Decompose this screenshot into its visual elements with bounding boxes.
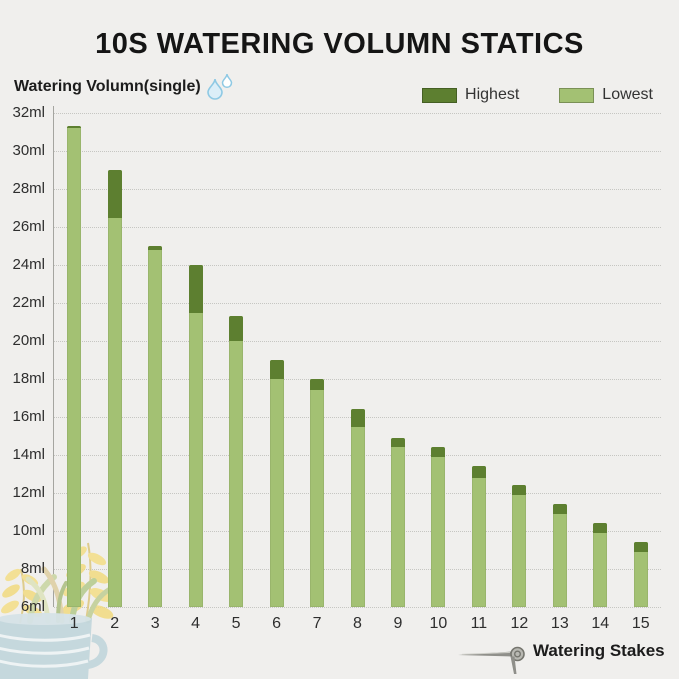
gridline: [54, 151, 661, 152]
watering-stake-icon: [458, 646, 525, 674]
y-axis-title-row: Watering Volumn(single): [14, 74, 235, 100]
x-tick-label: 8: [353, 615, 362, 632]
y-axis-line: [53, 106, 54, 607]
bar-stake-4: [188, 265, 203, 607]
bar-stake-10: [431, 447, 446, 607]
bar-stake-1: [67, 126, 82, 607]
y-tick-label: 30ml: [12, 142, 45, 159]
y-tick-label: 16ml: [12, 408, 45, 425]
bar-highest-segment: [310, 379, 325, 391]
y-tick-label: 18ml: [12, 370, 45, 387]
x-tick-label: 1: [69, 615, 79, 632]
bar-highest-segment: [552, 504, 567, 514]
x-tick-label: 2: [110, 615, 120, 632]
x-tick-label: 15: [631, 615, 650, 632]
bar-stake-8: [350, 409, 365, 607]
bar-stake-3: [148, 246, 163, 607]
y-tick-label: 10ml: [12, 522, 45, 539]
x-tick-label: 9: [393, 615, 403, 632]
bar-highest-segment: [633, 542, 648, 552]
bar-highest-segment: [390, 437, 405, 448]
gridline: [54, 607, 661, 608]
y-tick-label: 12ml: [12, 484, 45, 501]
legend-swatch: [559, 87, 595, 103]
x-tick-label: 10: [429, 615, 448, 632]
bar-stake-14: [593, 523, 608, 607]
y-tick-label: 14ml: [12, 446, 45, 463]
legend-swatch: [422, 87, 458, 103]
legend-item-lowest: Lowest: [559, 86, 653, 104]
x-tick-label: 11: [470, 615, 488, 632]
x-tick-label: 14: [591, 615, 610, 632]
y-tick-label: 20ml: [12, 332, 45, 349]
y-tick-label: 22ml: [12, 294, 45, 311]
bar-stake-11: [471, 466, 486, 607]
x-tick-label: 5: [231, 615, 241, 632]
gridline: [54, 113, 661, 114]
bar-highest-segment: [471, 466, 486, 478]
y-tick-label: 28ml: [12, 180, 45, 197]
legend-item-highest: Highest: [422, 86, 519, 104]
gridline: [54, 303, 661, 304]
y-tick-label: 24ml: [12, 256, 45, 273]
legend-label: Highest: [465, 86, 520, 103]
y-axis-title: Watering Volumn(single): [14, 78, 201, 95]
x-tick-label: 13: [550, 615, 569, 632]
water-droplet-icon: [206, 74, 232, 100]
gridline: [54, 227, 661, 228]
x-axis-title: Watering Stakes: [533, 641, 665, 660]
bar-highest-segment: [269, 360, 284, 379]
gridline: [54, 341, 661, 342]
y-tick-label: 6ml: [20, 598, 45, 615]
bar-stake-13: [552, 504, 567, 607]
bar-stake-15: [633, 542, 648, 607]
bar-highest-segment: [229, 316, 244, 341]
plot-area: 32ml 30ml 28ml 26ml 24ml 22ml 20ml 18ml 16ml 14ml…: [12, 104, 661, 632]
x-tick-label: 4: [191, 615, 201, 632]
bar-highest-segment: [188, 265, 203, 313]
gridline: [54, 265, 661, 266]
bar-highest-segment: [148, 246, 163, 250]
bar-stake-6: [269, 360, 284, 607]
bar-stake-2: [107, 170, 122, 607]
bar-stake-12: [512, 485, 527, 607]
x-tick-label: 7: [312, 615, 322, 632]
bar-stake-7: [310, 379, 325, 607]
gridline: [54, 189, 661, 190]
bar-highest-segment: [431, 447, 446, 457]
bar-highest-segment: [350, 409, 365, 427]
bar-highest-segment: [107, 170, 122, 218]
bar-stake-9: [390, 437, 405, 607]
bar-highest-segment: [512, 485, 527, 495]
x-tick-label: 6: [272, 615, 282, 632]
y-tick-label: 26ml: [12, 218, 45, 235]
bar-highest-segment: [593, 523, 608, 533]
y-tick-label: 8ml: [20, 560, 45, 577]
x-tick-label: 12: [510, 615, 529, 632]
y-tick-label: 32ml: [12, 104, 45, 121]
page-title: 10S WATERING VOLUMN STATICS: [95, 28, 584, 60]
bar-highest-segment: [67, 126, 82, 129]
gridline: [54, 379, 661, 380]
legend-label: Lowest: [602, 86, 653, 103]
legend: Highest Lowest: [422, 86, 653, 104]
bar-stake-5: [229, 316, 244, 607]
x-tick-label: 3: [150, 615, 160, 632]
